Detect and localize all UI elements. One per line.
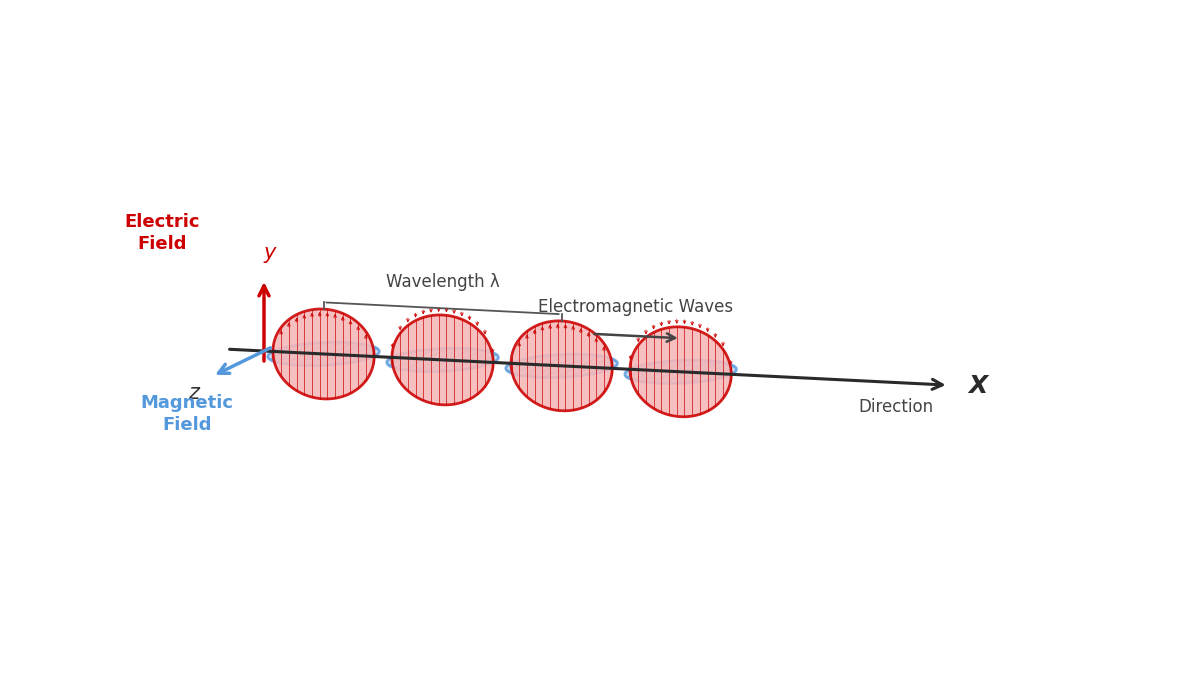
Polygon shape [506, 354, 617, 377]
Text: y: y [264, 244, 276, 263]
Polygon shape [630, 327, 731, 416]
Text: z: z [188, 383, 199, 404]
Text: Magnetic
Field: Magnetic Field [140, 394, 234, 434]
Polygon shape [511, 321, 612, 411]
Text: Electric
Field: Electric Field [125, 213, 199, 253]
Polygon shape [625, 360, 737, 383]
Text: Wavelength λ: Wavelength λ [385, 273, 499, 292]
Text: X: X [968, 373, 988, 398]
Text: Direction: Direction [859, 398, 934, 416]
Polygon shape [392, 315, 493, 405]
Polygon shape [386, 348, 498, 372]
Text: Electromagnetic Waves: Electromagnetic Waves [539, 298, 733, 317]
Polygon shape [272, 309, 374, 399]
Polygon shape [268, 342, 379, 366]
